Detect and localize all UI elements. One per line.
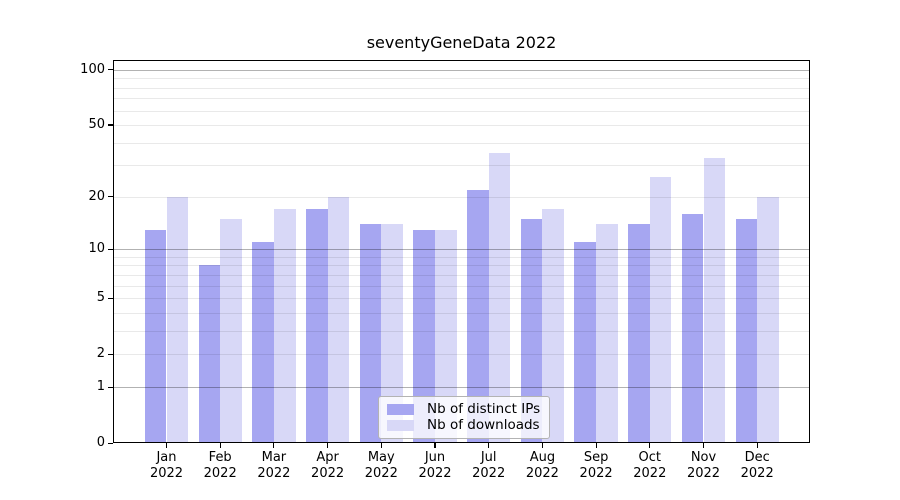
bar-nb-of-distinct-ips-feb xyxy=(198,265,221,444)
bar-nb-of-distinct-ips-nov xyxy=(681,214,704,444)
bar-nb-of-downloads-nov xyxy=(703,157,726,444)
gridline-minor-5 xyxy=(114,298,809,300)
x-tick-label-oct: Oct 2022 xyxy=(633,450,667,482)
y-tick-label-10: 10 xyxy=(88,241,105,257)
y-tick-label-50: 50 xyxy=(88,117,105,133)
legend-entry-downloads: Nb of downloads xyxy=(387,418,541,433)
legend-label-distinct-ips: Nb of distinct IPs xyxy=(427,400,541,417)
x-tick-label-feb: Feb 2022 xyxy=(203,450,237,482)
bar-nb-of-downloads-oct xyxy=(649,176,672,444)
x-tick-label-aug: Aug 2022 xyxy=(525,450,559,482)
gridline-minor-6 xyxy=(114,285,809,287)
y-tick-label-2: 2 xyxy=(96,346,105,362)
x-tick-jun xyxy=(434,443,436,449)
x-tick-sep xyxy=(595,443,597,449)
bar-nb-of-distinct-ips-jun xyxy=(413,229,435,444)
x-tick-label-apr: Apr 2022 xyxy=(311,450,345,482)
bar-nb-of-distinct-ips-aug xyxy=(520,218,543,444)
bar-nb-of-downloads-jun xyxy=(435,229,457,444)
x-tick-oct xyxy=(649,443,651,449)
gridline-minor-20 xyxy=(114,196,809,198)
x-tick-label-nov: Nov 2022 xyxy=(686,450,721,482)
x-tick-label-jun: Jun 2022 xyxy=(418,450,452,482)
gridline-minor-3 xyxy=(114,331,809,333)
x-tick-jul xyxy=(488,443,490,449)
bar-nb-of-downloads-mar xyxy=(273,209,296,444)
gridline-minor-9 xyxy=(114,256,809,258)
x-tick-label-jul: Jul 2022 xyxy=(472,450,506,482)
legend-swatch-downloads xyxy=(387,420,414,432)
y-tick-100 xyxy=(108,69,113,71)
bar-nb-of-distinct-ips-jan xyxy=(144,229,167,444)
y-tick-20 xyxy=(108,196,113,198)
gridline-minor-7 xyxy=(114,275,809,276)
gridline-minor-90 xyxy=(114,78,809,80)
legend-label-downloads: Nb of downloads xyxy=(427,417,540,434)
y-tick-label-100: 100 xyxy=(80,61,105,77)
y-tick-label-1: 1 xyxy=(96,379,105,395)
gridline-minor-50 xyxy=(114,125,809,127)
x-tick-nov xyxy=(702,443,705,449)
gridline-major-10 xyxy=(114,249,809,251)
gridline-minor-30 xyxy=(114,165,809,167)
chart-title: seventyGeneData 2022 xyxy=(366,33,557,52)
bar-nb-of-downloads-aug xyxy=(542,209,565,444)
gridline-minor-80 xyxy=(114,87,809,89)
gridline-major-100 xyxy=(114,69,809,71)
bar-nb-of-distinct-ips-oct xyxy=(628,224,650,444)
x-tick-aug xyxy=(541,443,543,449)
gridline-minor-8 xyxy=(114,265,809,267)
x-tick-label-dec: Dec 2022 xyxy=(740,450,774,482)
bar-nb-of-downloads-dec xyxy=(757,196,779,444)
x-tick-mar xyxy=(273,443,275,449)
bar-nb-of-downloads-jul xyxy=(488,153,511,444)
y-tick-50 xyxy=(108,124,113,126)
x-tick-label-may: May 2022 xyxy=(364,450,398,482)
legend: Nb of distinct IPs Nb of downloads xyxy=(378,396,550,439)
bar-nb-of-distinct-ips-mar xyxy=(252,242,274,444)
legend-entry-distinct-ips: Nb of distinct IPs xyxy=(387,400,541,417)
gridline-minor-2 xyxy=(114,354,809,356)
gridline-minor-70 xyxy=(114,98,809,100)
x-tick-feb xyxy=(219,443,221,449)
y-tick-label-20: 20 xyxy=(88,188,105,204)
x-tick-dec xyxy=(756,443,758,449)
y-tick-label-5: 5 xyxy=(96,290,105,306)
x-tick-label-mar: Mar 2022 xyxy=(257,450,291,482)
y-tick-5 xyxy=(108,297,113,299)
bar-nb-of-distinct-ips-dec xyxy=(735,218,758,444)
gridline-minor-4 xyxy=(114,313,809,315)
legend-swatch-distinct-ips xyxy=(387,403,414,415)
x-tick-may xyxy=(380,443,382,449)
gridline-minor-60 xyxy=(114,110,809,112)
y-tick-0 xyxy=(108,442,113,444)
bar-nb-of-distinct-ips-apr xyxy=(305,209,328,444)
y-tick-label-0: 0 xyxy=(96,435,105,451)
x-tick-jan xyxy=(165,443,168,449)
bar-nb-of-distinct-ips-jul xyxy=(467,189,489,444)
bar-nb-of-downloads-jan xyxy=(166,196,189,444)
bar-nb-of-distinct-ips-sep xyxy=(574,242,597,444)
bar-nb-of-downloads-feb xyxy=(220,218,242,444)
x-tick-apr xyxy=(327,443,329,449)
bar-nb-of-downloads-sep xyxy=(596,224,618,444)
y-tick-10 xyxy=(108,248,113,250)
bar-nb-of-downloads-may xyxy=(381,224,403,444)
x-tick-label-jan: Jan 2022 xyxy=(149,450,184,482)
x-tick-label-sep: Sep 2022 xyxy=(579,450,613,482)
gridline-minor-40 xyxy=(114,142,809,144)
y-tick-2 xyxy=(108,353,113,355)
bar-nb-of-downloads-apr xyxy=(327,196,350,444)
y-tick-1 xyxy=(108,386,113,388)
gridline-major-1 xyxy=(114,387,809,389)
bar-nb-of-distinct-ips-may xyxy=(359,224,382,444)
